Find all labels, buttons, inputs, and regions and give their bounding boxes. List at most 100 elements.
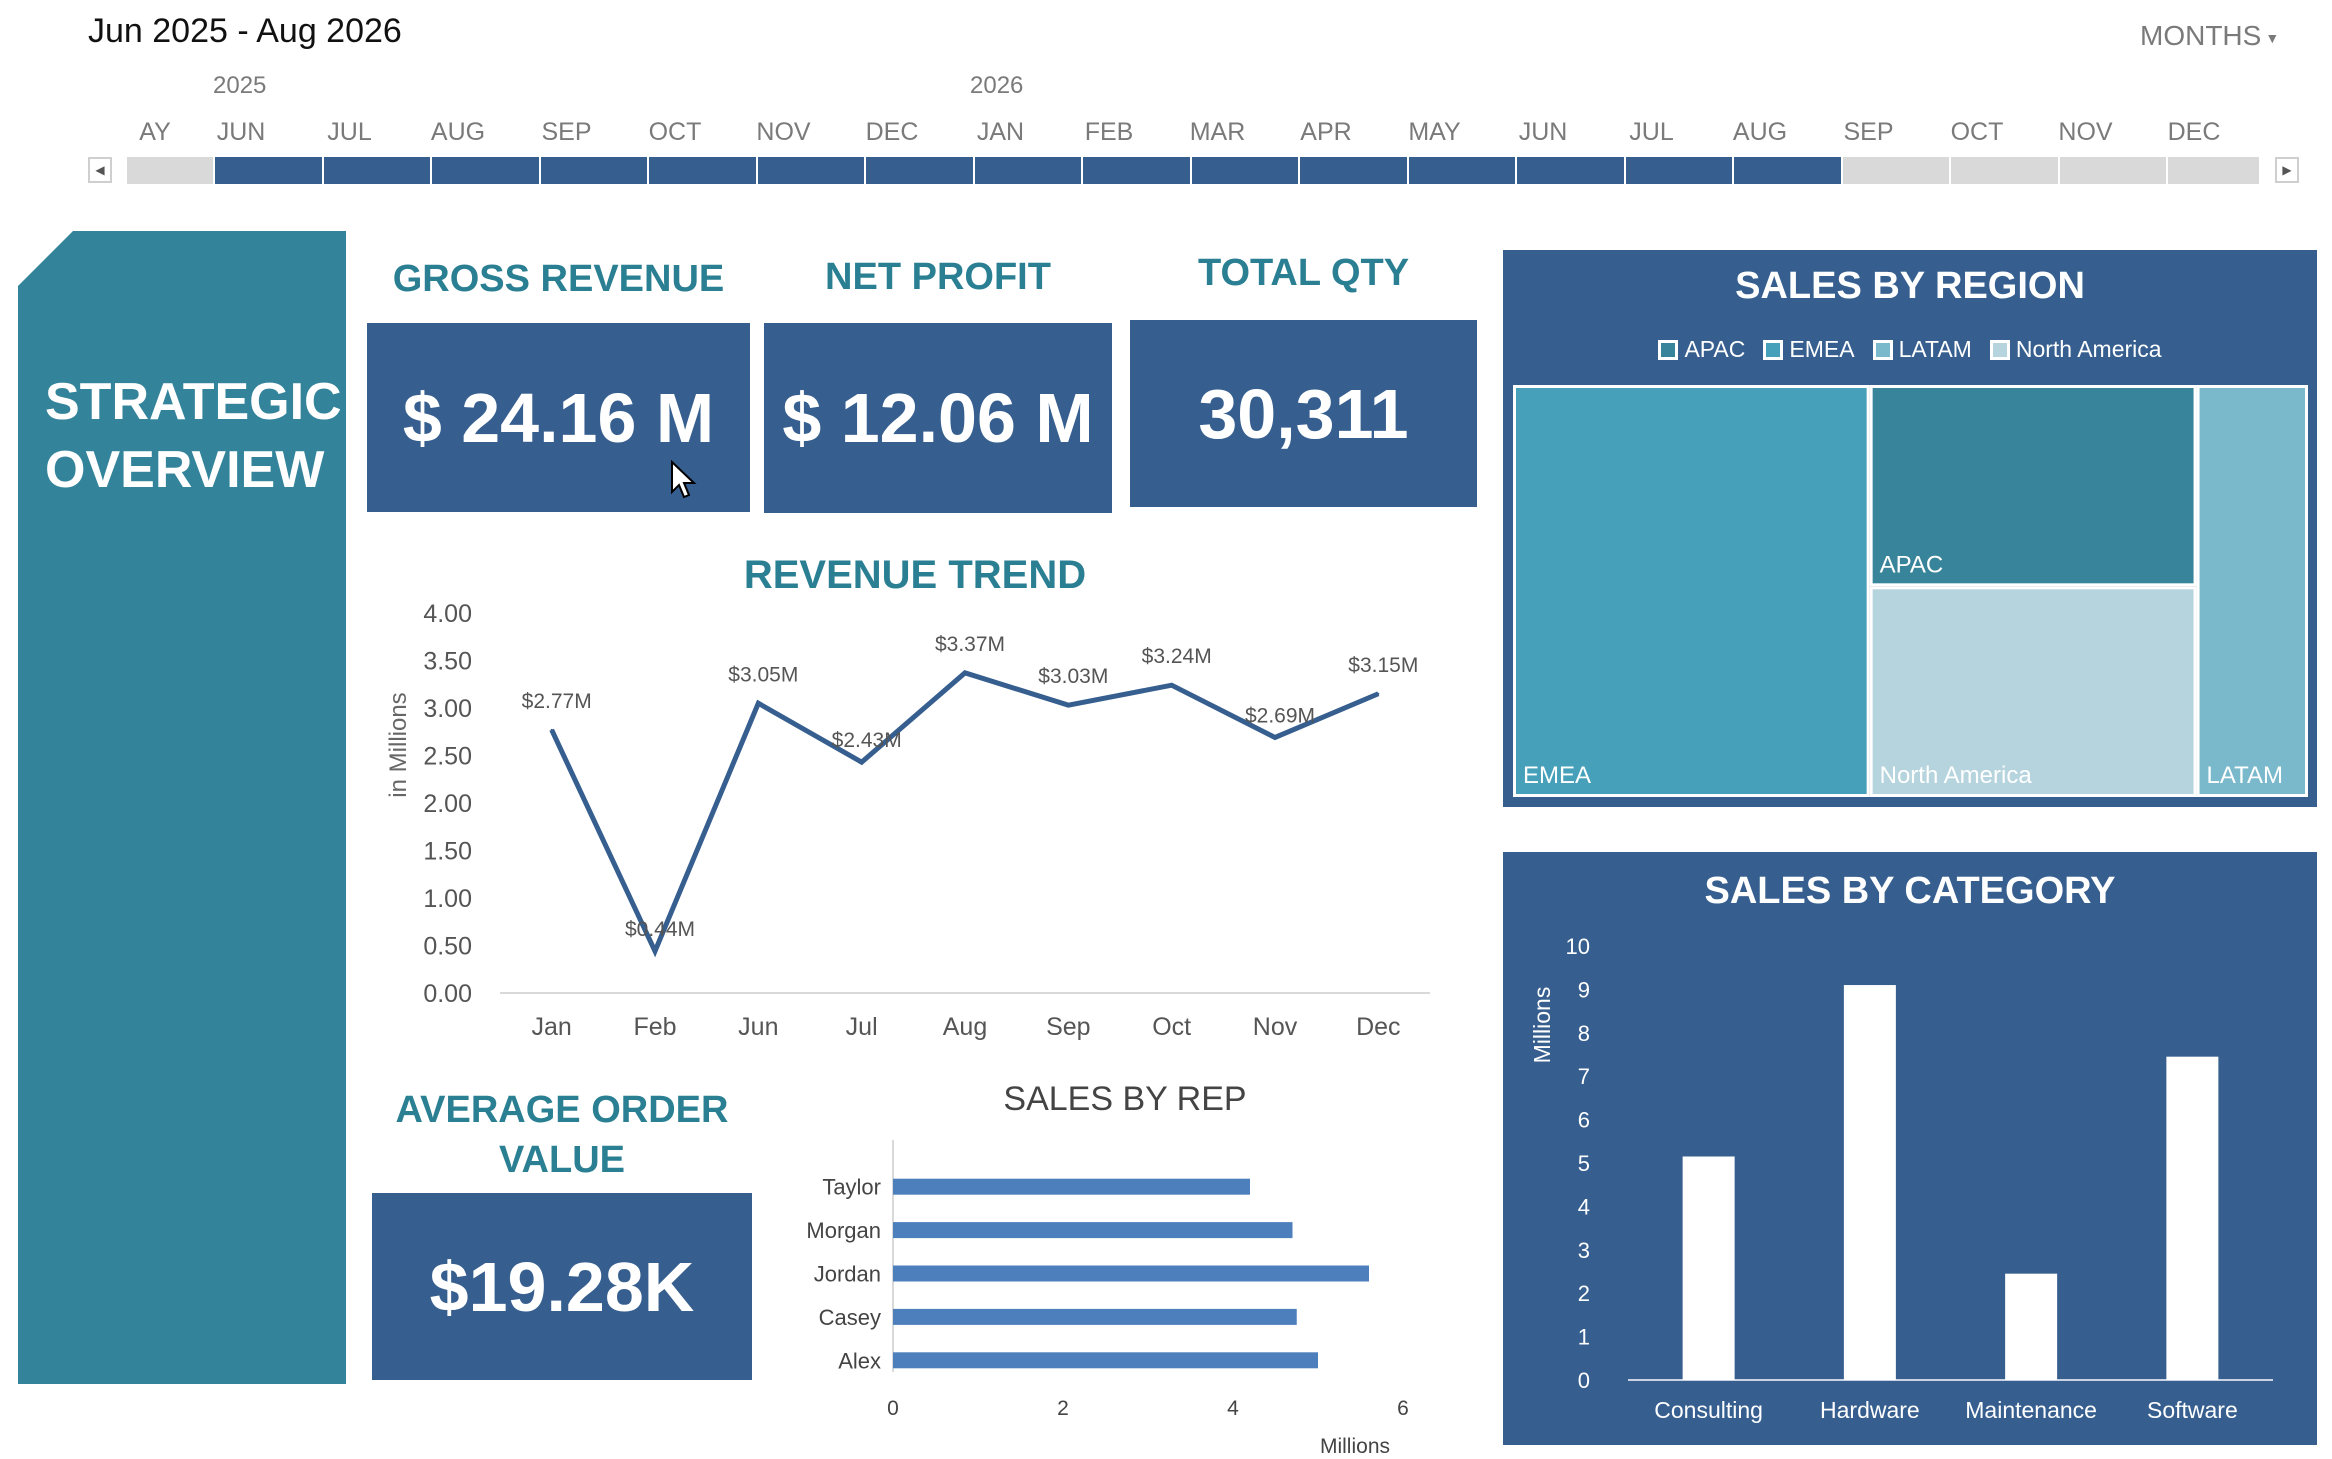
treemap-tile-apac	[1869, 385, 2197, 587]
timeline-month-cell[interactable]	[213, 157, 322, 184]
treemap-label: North America	[1880, 762, 2033, 789]
timeline-month-cell[interactable]	[125, 157, 213, 184]
mouse-cursor-icon	[671, 460, 697, 499]
net-profit-value: $ 12.06 M	[782, 379, 1094, 457]
period-selector-dropdown[interactable]: MONTHS ▼	[2140, 20, 2279, 52]
timeline-month-label: OCT	[1950, 118, 2004, 146]
sales-by-rep-title: SALES BY REP	[1003, 1080, 1247, 1118]
timeline-month-cell[interactable]	[647, 157, 756, 184]
scroll-left-button[interactable]: ◀	[88, 157, 112, 183]
y-tick-label: 10	[1566, 934, 1590, 959]
timeline-month-cell[interactable]	[864, 157, 973, 184]
y-tick-label: 0	[1578, 1368, 1590, 1393]
timeline-month-label: FEB	[1084, 118, 1134, 146]
data-label: $3.24M	[1142, 645, 1212, 668]
timeline-month-label: DEC	[865, 118, 919, 146]
aov-card[interactable]: $19.28K	[372, 1193, 752, 1380]
y-axis-label: Millions	[1529, 987, 1555, 1064]
timeline-month-cell[interactable]	[1081, 157, 1190, 184]
rep-bar	[893, 1222, 1293, 1239]
timeline-month-label: JAN	[976, 118, 1025, 146]
x-tick-label: Jun	[738, 1013, 778, 1041]
chevron-right-icon: ▶	[2282, 163, 2292, 177]
y-tick-label: 3.50	[423, 648, 472, 676]
timeline-month-cell[interactable]	[2057, 157, 2167, 184]
timeline-month-cell[interactable]	[1298, 157, 1407, 184]
timeline-month-cell[interactable]	[538, 157, 647, 184]
legend-label: North America	[2015, 336, 2162, 362]
legend-item: LATAM	[1872, 336, 1972, 363]
timeline-month-cell[interactable]	[972, 157, 1081, 184]
dashboard-title-line1: STRATEGIC	[45, 373, 342, 431]
timeline-month-label: JUL	[1629, 118, 1674, 146]
y-tick-label: 0.00	[423, 980, 472, 1008]
data-point	[1170, 684, 1173, 687]
x-tick-label: Aug	[943, 1013, 987, 1041]
timeline-month-cell[interactable]	[2166, 157, 2275, 184]
timeline-month-cell[interactable]	[1515, 157, 1624, 184]
timeline-month-cell[interactable]	[1623, 157, 1732, 184]
data-point	[1377, 692, 1380, 695]
data-label: $3.15M	[1348, 654, 1418, 677]
gross-revenue-value: $ 24.16 M	[402, 378, 715, 457]
treemap-label: APAC	[1880, 551, 1944, 578]
aov-label: AVERAGE ORDER VALUE	[372, 1085, 752, 1185]
period-selector-label: MONTHS	[2140, 20, 2262, 51]
aov-label-line2: VALUE	[499, 1139, 625, 1181]
data-point	[1274, 736, 1276, 739]
timeline-month-cell[interactable]	[321, 157, 430, 184]
x-tick-label: Hardware	[1820, 1397, 1920, 1423]
y-tick-label: 6	[1578, 1108, 1590, 1133]
timeline-month-cell[interactable]	[430, 157, 539, 184]
data-label: $2.77M	[522, 690, 592, 713]
timeline-month-label: JUN	[216, 118, 266, 146]
total-qty-label: TOTAL QTY	[1197, 252, 1410, 294]
rep-bar	[893, 1308, 1297, 1325]
treemap-label: LATAM	[2207, 762, 2283, 789]
y-tick-label: 4	[1578, 1194, 1590, 1219]
category-bar	[2166, 1056, 2219, 1380]
total-qty-card[interactable]: 30,311	[1130, 320, 1477, 507]
timeline-month-cell[interactable]	[1732, 157, 1841, 184]
timeline-month-cell[interactable]	[1189, 157, 1298, 184]
treemap-tile-emea	[1513, 385, 1870, 797]
legend-label: EMEA	[1789, 336, 1855, 362]
region-legend: APAC EMEA LATAM North America	[1503, 336, 2317, 363]
timeline-month-label: OCT	[648, 118, 702, 146]
timeline-month-label: NOV	[2058, 118, 2113, 146]
dashboard-title-line2: OVERVIEW	[45, 441, 325, 499]
legend-swatch	[1658, 339, 1679, 360]
timeline-track[interactable]	[125, 157, 2259, 184]
category-bar	[2005, 1273, 2058, 1380]
aov-value: $19.28K	[429, 1247, 695, 1326]
timeline-month-label: MAY	[1408, 118, 1461, 146]
timeline-month-label: DEC	[2167, 118, 2221, 146]
timeline-month-cell[interactable]	[1840, 157, 1950, 184]
data-label: $3.05M	[728, 663, 798, 686]
rep-bar	[893, 1352, 1318, 1369]
data-point	[550, 728, 553, 731]
net-profit-label: NET PROFIT	[825, 256, 1051, 298]
x-tick-label: Software	[2147, 1397, 2238, 1423]
legend-label: APAC	[1684, 336, 1746, 362]
chevron-down-icon: ▼	[2265, 29, 2280, 46]
x-tick-label: Jan	[532, 1013, 572, 1041]
y-tick-label: 1	[1578, 1325, 1590, 1350]
sales-by-category-chart: 0 1 2 3 4 5 6 7 8 9 10 Millions Consulting Hardware Ma…	[1529, 934, 2273, 1423]
timeline-month-cell[interactable]	[1949, 157, 2058, 184]
y-tick-label: 2	[1578, 1281, 1590, 1306]
timeline-month-label: AUG	[430, 118, 486, 146]
data-point	[654, 950, 656, 953]
rep-name-label: Alex	[838, 1348, 881, 1373]
timeline-month-cell[interactable]	[1406, 157, 1515, 184]
net-profit-card[interactable]: $ 12.06 M	[764, 323, 1112, 513]
timeline-month-cell[interactable]	[755, 157, 864, 184]
x-tick-label: Feb	[633, 1013, 676, 1041]
date-range-label: Jun 2025 - Aug 2026	[88, 12, 402, 50]
gross-revenue-card[interactable]: $ 24.16 M	[367, 323, 750, 512]
x-tick-label: Nov	[1253, 1013, 1298, 1041]
category-bar	[1843, 985, 1896, 1380]
scroll-right-button[interactable]: ▶	[2275, 157, 2299, 183]
data-point	[757, 702, 760, 705]
timeline-month-label: JUL	[327, 118, 372, 146]
